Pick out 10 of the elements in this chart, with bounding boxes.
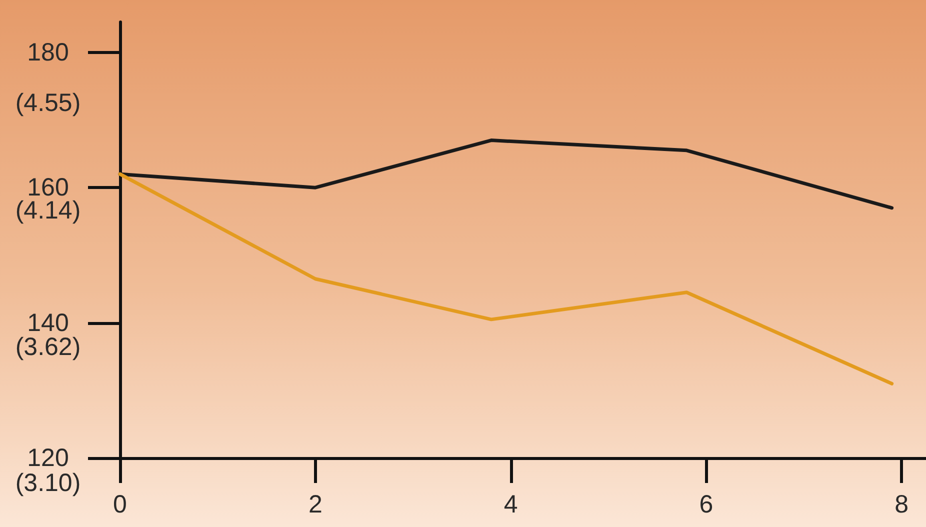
x-tick-label: 4 <box>504 490 518 518</box>
y-tick-label: 120 <box>27 444 69 472</box>
x-tick-label: 8 <box>894 490 909 518</box>
x-tick-label: 0 <box>113 490 127 518</box>
y2-tick-label: (4.55) <box>15 89 81 118</box>
y2-tick-label: (3.10) <box>15 469 81 497</box>
x-tick-label: 2 <box>308 490 322 518</box>
line-series <box>118 172 894 386</box>
x-tick-label: 6 <box>699 490 714 518</box>
y-tick-label: 180 <box>27 38 69 66</box>
